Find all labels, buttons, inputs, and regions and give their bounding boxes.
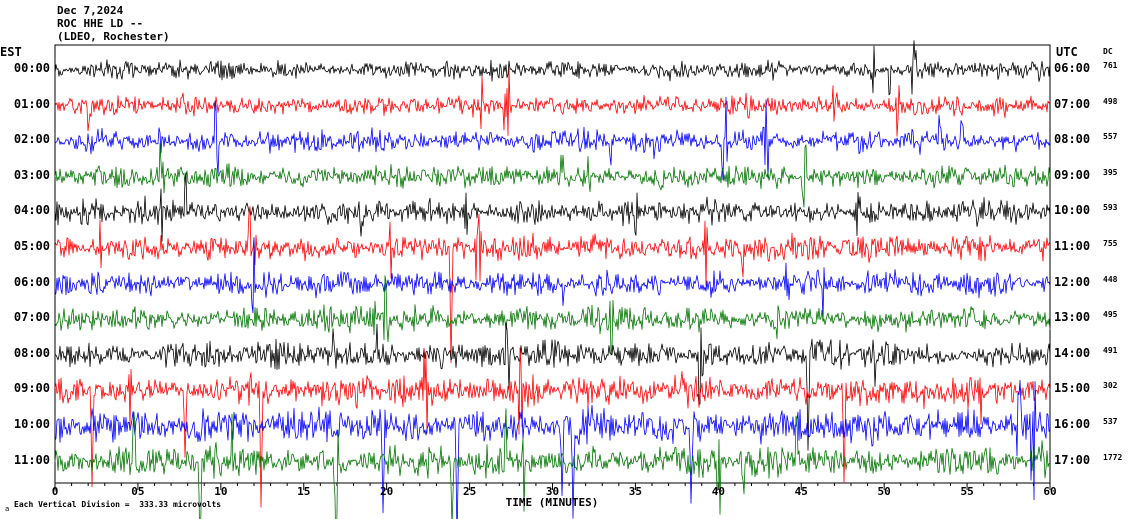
row-dc-value: 498 — [1103, 96, 1118, 106]
row-est-label: 08:00 — [13, 345, 50, 360]
row-dc-value: 495 — [1103, 310, 1118, 320]
row-dc-value: 1772 — [1103, 452, 1123, 462]
x-tick-label: 35 — [628, 485, 643, 498]
x-tick-label: 20 — [380, 485, 394, 498]
row-est-label: 07:00 — [13, 310, 50, 325]
seismogram-trace — [54, 322, 1051, 451]
seismogram-trace — [54, 40, 1051, 96]
row-dc-value: 395 — [1103, 167, 1118, 177]
seismogram-trace — [54, 408, 1051, 519]
row-dc-value: 593 — [1103, 203, 1118, 213]
header-station: ROC HHE LD -- — [57, 17, 144, 30]
row-dc-value: 761 — [1103, 61, 1118, 70]
row-utc-label: 16:00 — [1054, 417, 1091, 431]
seismogram-trace — [54, 69, 1051, 137]
x-tick-label: 40 — [711, 485, 725, 498]
x-tick-label: 05 — [131, 485, 145, 498]
row-est-label: 04:00 — [13, 203, 50, 218]
row-est-label: 00:00 — [13, 61, 50, 75]
row-dc-value: 448 — [1103, 274, 1118, 284]
dc-column-header: DC — [1103, 47, 1113, 56]
scale-note: Each Vertical Division = 333.33 microvol… — [14, 500, 222, 509]
header-location: (LDEO, Rochester) — [57, 30, 170, 43]
right-timezone-label: UTC — [1056, 45, 1078, 59]
row-utc-label: 07:00 — [1054, 96, 1091, 111]
seismogram-trace — [54, 347, 1051, 508]
x-tick-label: 15 — [297, 485, 311, 498]
row-dc-value: 537 — [1103, 417, 1118, 426]
x-tick-label: 45 — [794, 485, 808, 498]
header-date: Dec 7,2024 — [57, 4, 124, 17]
x-tick-label: 50 — [877, 485, 891, 498]
row-est-label: 10:00 — [13, 417, 50, 431]
row-est-label: 01:00 — [13, 96, 50, 111]
row-dc-value: 755 — [1103, 239, 1118, 248]
seismogram-trace — [54, 172, 1051, 242]
row-dc-value: 491 — [1103, 345, 1118, 355]
seismogram-trace — [54, 97, 1051, 181]
row-utc-label: 13:00 — [1054, 310, 1091, 325]
x-tick-label: 55 — [960, 485, 974, 498]
row-est-label: 02:00 — [13, 132, 50, 147]
row-dc-value: 302 — [1103, 381, 1118, 391]
seismogram-trace — [54, 237, 1051, 321]
row-dc-value: 557 — [1103, 132, 1118, 142]
row-utc-label: 10:00 — [1054, 203, 1091, 218]
x-tick-label: 10 — [214, 485, 228, 498]
row-utc-label: 12:00 — [1054, 274, 1091, 289]
row-utc-label: 06:00 — [1054, 61, 1091, 75]
seismogram-trace — [54, 206, 1051, 364]
x-axis-title: TIME (MINUTES) — [505, 496, 599, 509]
row-est-label: 11:00 — [13, 452, 50, 467]
left-timezone-label: EST — [0, 45, 22, 59]
seismogram-trace — [54, 275, 1051, 356]
row-est-label: 09:00 — [13, 381, 50, 396]
row-utc-label: 14:00 — [1054, 345, 1091, 360]
row-utc-label: 08:00 — [1054, 132, 1091, 147]
row-utc-label: 17:00 — [1054, 452, 1091, 467]
row-est-label: 05:00 — [13, 239, 50, 253]
seismogram-trace — [54, 142, 1051, 208]
footer-marker: a — [5, 505, 10, 513]
x-tick-label: 0 — [51, 485, 59, 498]
seismogram-trace — [54, 379, 1051, 519]
row-est-label: 03:00 — [13, 167, 50, 182]
row-utc-label: 11:00 — [1054, 239, 1091, 253]
x-tick-label: 30 — [545, 485, 560, 498]
row-utc-label: 15:00 — [1054, 381, 1091, 396]
row-utc-label: 09:00 — [1054, 167, 1091, 182]
x-tick-label: 60 — [1043, 485, 1057, 498]
row-est-label: 06:00 — [13, 274, 50, 289]
x-tick-label: 25 — [462, 485, 477, 498]
